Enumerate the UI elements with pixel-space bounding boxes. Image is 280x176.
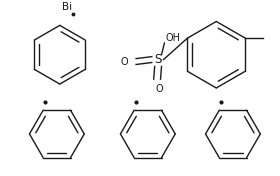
Text: S: S xyxy=(154,53,161,66)
Text: O: O xyxy=(156,84,163,94)
Text: O: O xyxy=(120,56,128,67)
Text: OH: OH xyxy=(165,33,180,43)
Text: Bi: Bi xyxy=(62,2,72,12)
